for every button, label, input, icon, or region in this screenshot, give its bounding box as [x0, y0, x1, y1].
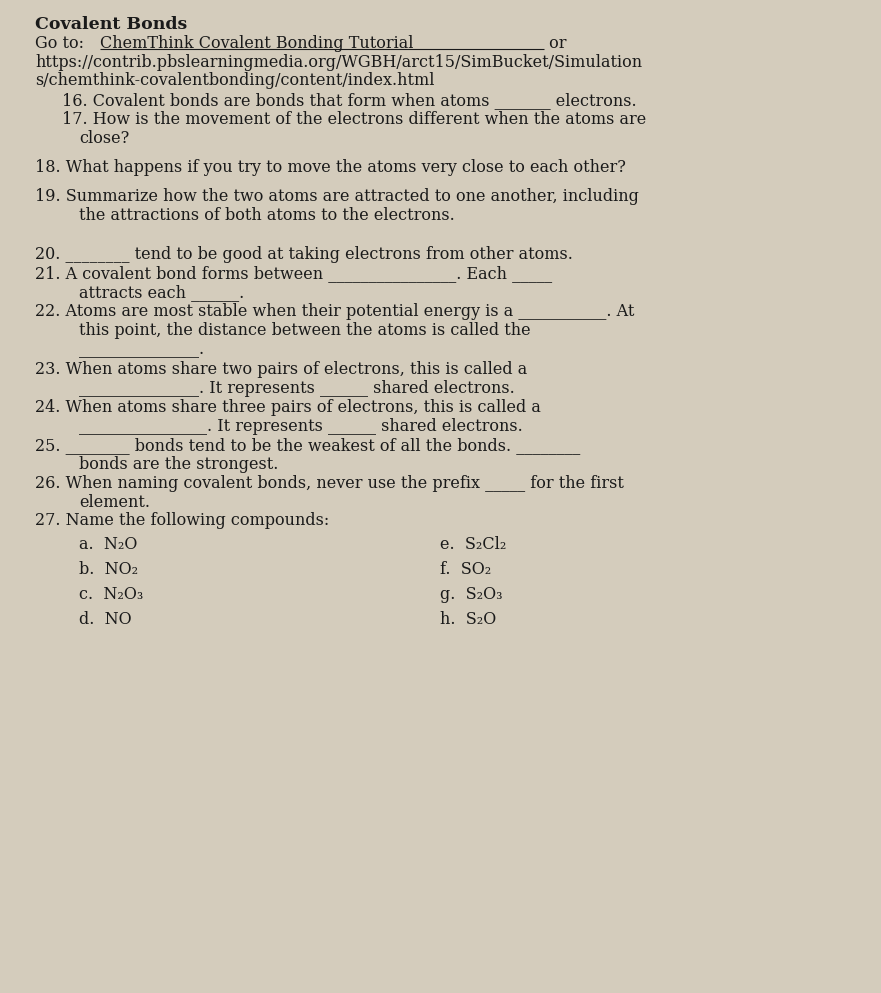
Text: f.  SO₂: f. SO₂: [440, 561, 492, 578]
Text: g.  S₂O₃: g. S₂O₃: [440, 586, 503, 603]
Text: 22. Atoms are most stable when their potential energy is a ___________. At: 22. Atoms are most stable when their pot…: [35, 303, 634, 320]
Text: 17. How is the movement of the electrons different when the atoms are: 17. How is the movement of the electrons…: [62, 111, 646, 128]
Text: 24. When atoms share three pairs of electrons, this is called a: 24. When atoms share three pairs of elec…: [35, 399, 541, 416]
Text: e.  S₂Cl₂: e. S₂Cl₂: [440, 536, 507, 553]
Text: attracts each ______.: attracts each ______.: [79, 284, 245, 301]
Text: ChemThink Covalent Bonding Tutorial: ChemThink Covalent Bonding Tutorial: [100, 35, 414, 52]
Text: element.: element.: [79, 494, 151, 510]
Text: a.  N₂O: a. N₂O: [79, 536, 137, 553]
Text: close?: close?: [79, 130, 130, 147]
Text: the attractions of both atoms to the electrons.: the attractions of both atoms to the ele…: [79, 207, 455, 223]
Text: 20. ________ tend to be good at taking electrons from other atoms.: 20. ________ tend to be good at taking e…: [35, 246, 574, 263]
Text: 25. ________ bonds tend to be the weakest of all the bonds. ________: 25. ________ bonds tend to be the weakes…: [35, 437, 581, 454]
Text: bonds are the strongest.: bonds are the strongest.: [79, 456, 278, 473]
Text: 19. Summarize how the two atoms are attracted to one another, including: 19. Summarize how the two atoms are attr…: [35, 188, 639, 205]
Text: d.  NO: d. NO: [79, 611, 132, 628]
Text: h.  S₂O: h. S₂O: [440, 611, 497, 628]
Text: b.  NO₂: b. NO₂: [79, 561, 138, 578]
Text: 26. When naming covalent bonds, never use the prefix _____ for the first: 26. When naming covalent bonds, never us…: [35, 475, 624, 492]
Text: 23. When atoms share two pairs of electrons, this is called a: 23. When atoms share two pairs of electr…: [35, 361, 528, 378]
Text: _______________.: _______________.: [79, 341, 204, 357]
Text: 16. Covalent bonds are bonds that form when atoms _______ electrons.: 16. Covalent bonds are bonds that form w…: [62, 92, 636, 109]
Text: ________________. It represents ______ shared electrons.: ________________. It represents ______ s…: [79, 418, 523, 435]
Text: or: or: [544, 35, 567, 52]
Text: 18. What happens if you try to move the atoms very close to each other?: 18. What happens if you try to move the …: [35, 159, 626, 176]
Text: 27. Name the following compounds:: 27. Name the following compounds:: [35, 512, 329, 529]
Text: 21. A covalent bond forms between ________________. Each _____: 21. A covalent bond forms between ______…: [35, 265, 552, 282]
Text: s/chemthink-covalentbonding/content/index.html: s/chemthink-covalentbonding/content/inde…: [35, 72, 434, 89]
Text: Go to:: Go to:: [35, 35, 89, 52]
Text: https://contrib.pbslearningmedia.org/WGBH/arct15/SimBucket/Simulation: https://contrib.pbslearningmedia.org/WGB…: [35, 54, 642, 71]
Text: c.  N₂O₃: c. N₂O₃: [79, 586, 144, 603]
Text: _______________. It represents ______ shared electrons.: _______________. It represents ______ sh…: [79, 380, 515, 397]
Text: Covalent Bonds: Covalent Bonds: [35, 16, 188, 33]
Text: this point, the distance between the atoms is called the: this point, the distance between the ato…: [79, 322, 531, 339]
